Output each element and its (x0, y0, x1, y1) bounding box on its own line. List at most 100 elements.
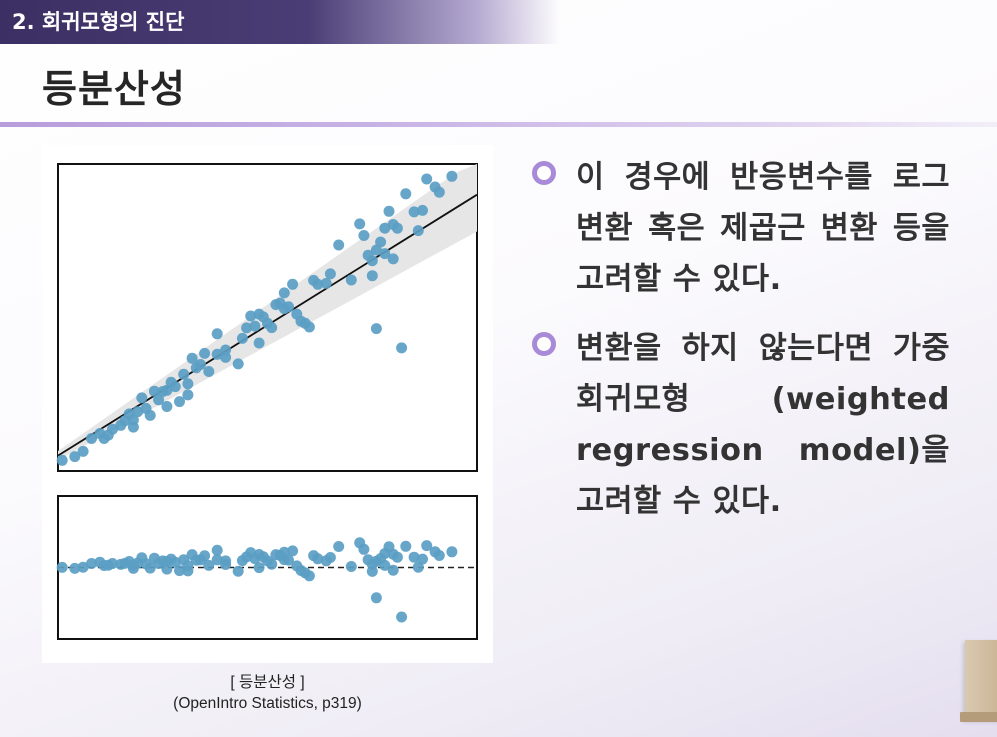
figure-caption: [ 등분산성 ] (OpenIntro Statistics, p319) (42, 672, 493, 714)
data-point (278, 287, 290, 299)
data-point (412, 225, 424, 237)
chart-figure (56, 163, 478, 640)
residual-point (107, 558, 118, 569)
residual-point (69, 562, 81, 574)
corner-decoration (965, 640, 997, 720)
residual-point (220, 559, 232, 570)
data-point (69, 451, 81, 463)
data-point (211, 348, 223, 360)
data-point (366, 270, 378, 282)
data-point (354, 218, 366, 230)
caption-source: (OpenIntro Statistics, p319) (173, 695, 362, 712)
residual-point (161, 563, 173, 575)
data-point (136, 392, 148, 404)
data-point (199, 347, 211, 359)
data-point (127, 414, 139, 426)
data-point (245, 310, 257, 322)
data-point (333, 239, 345, 251)
bullet-text: 변환을 하지 않는다면 가중회귀모형 (weighted regression … (576, 331, 950, 519)
bullet-item: 이 경우에 반응변수를 로그 변환 혹은 제곱근 변환 등을 고려할 수 있다. (530, 152, 950, 305)
data-point (144, 409, 156, 421)
ring-bullet-icon (532, 161, 556, 185)
residual-point (211, 544, 223, 556)
residual-point (303, 570, 315, 582)
data-point (383, 205, 395, 217)
data-point (169, 381, 181, 393)
data-point (236, 332, 248, 344)
data-point (417, 204, 428, 216)
residual-point (169, 556, 181, 568)
data-point (232, 358, 244, 370)
data-point (396, 342, 408, 354)
ring-bullet-icon (532, 332, 556, 356)
data-point (86, 433, 97, 444)
data-point (320, 277, 332, 289)
data-point (312, 278, 324, 290)
residual-point (412, 561, 424, 573)
residual-point (86, 558, 97, 569)
residual-point (379, 559, 391, 571)
data-point (345, 274, 357, 286)
residual-point (358, 543, 370, 555)
residual-point (417, 553, 428, 565)
data-point (391, 222, 403, 234)
residual-point (408, 551, 420, 563)
residual-point (174, 565, 185, 577)
data-point (303, 321, 315, 333)
residual-point (391, 551, 403, 563)
data-point (77, 445, 89, 457)
corner-decoration-base (960, 712, 997, 722)
residual-point (232, 565, 244, 577)
data-point (446, 170, 458, 182)
data-point (107, 423, 118, 435)
residual-point (144, 562, 156, 574)
residual-point (211, 554, 223, 566)
bullet-list: 이 경우에 반응변수를 로그 변환 혹은 제곱근 변환 등을 고려할 수 있다.… (530, 152, 950, 545)
data-point (421, 173, 433, 185)
residual-point (396, 611, 408, 623)
residual-point (312, 553, 324, 565)
figure-panel (42, 145, 493, 663)
residual-points (56, 537, 458, 623)
data-point (408, 206, 420, 218)
data-point (379, 222, 391, 234)
title-divider (0, 122, 997, 127)
bullet-text: 이 경우에 반응변수를 로그 변환 혹은 제곱근 변환 등을 고려할 수 있다. (576, 160, 950, 297)
data-point (266, 322, 278, 334)
page-title: 등분산성 (42, 67, 186, 111)
data-point (148, 385, 160, 397)
residual-point (370, 592, 382, 604)
data-point (178, 368, 190, 380)
residual-point (421, 540, 433, 552)
data-point (366, 255, 378, 267)
data-point (400, 188, 412, 200)
residual-point (287, 545, 299, 557)
data-point (370, 323, 382, 335)
data-point (241, 322, 253, 334)
residual-point (345, 561, 357, 572)
data-point (387, 253, 399, 265)
residual-point (77, 561, 89, 573)
data-point (161, 401, 173, 412)
residual-point (387, 564, 399, 576)
data-point (56, 454, 68, 466)
data-point (379, 248, 391, 260)
residual-point (56, 561, 68, 573)
residual-point (199, 550, 211, 562)
data-point (195, 359, 206, 370)
section-tab: 2. 회귀모형의 진단 (0, 0, 560, 44)
data-point (182, 378, 194, 390)
data-point (433, 186, 445, 198)
bullet-item: 변환을 하지 않는다면 가중회귀모형 (weighted regression … (530, 323, 950, 527)
residual-point (324, 552, 336, 563)
residual-point (433, 550, 445, 561)
data-point (283, 301, 294, 313)
residual-point (266, 558, 278, 570)
residual-point (400, 540, 412, 552)
residual-point (283, 554, 294, 566)
data-point (375, 236, 387, 248)
caption-title: [ 등분산성 ] (230, 674, 305, 691)
data-point (287, 278, 299, 290)
data-point (358, 230, 370, 241)
data-point (174, 396, 185, 408)
